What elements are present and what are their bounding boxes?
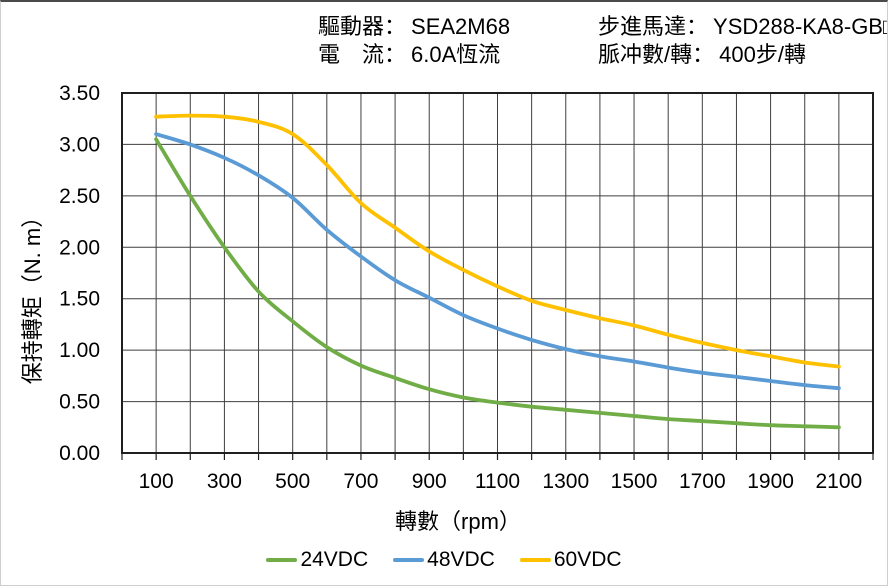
x-tick-label: 500 [275,470,310,493]
series-line-48vdc [154,132,841,391]
legend-swatch-60vdc [519,558,551,562]
y-tick-label: 3.50 [59,82,100,105]
header-column-left: 驅動器： SEA2M68 電 流： 6.0A恆流 [318,13,510,69]
plot-border [121,92,874,454]
legend-item-24vdc: 24VDC [266,548,368,572]
driver-row: 驅動器： SEA2M68 [318,13,510,41]
driver-value: SEA2M68 [411,14,511,39]
x-tick-label: 1100 [475,470,520,493]
x-tick-label: 900 [412,470,447,493]
driver-label: 驅動器： [318,14,407,39]
legend-item-48vdc: 48VDC [393,548,495,572]
legend-label-24vdc: 24VDC [300,548,369,571]
legend-label-48vdc: 48VDC [427,548,495,571]
motor-label: 步進馬達： [598,14,709,39]
x-tick-label: 1300 [542,470,589,493]
current-row: 電 流： 6.0A恆流 [318,41,510,69]
chart-legend: 24VDC 48VDC 60VDC [1,548,887,572]
legend-item-60vdc: 60VDC [519,548,622,572]
legend-swatch-24vdc [266,558,298,562]
legend-label-60vdc: 60VDC [553,548,622,571]
series-line-24vdc [154,137,841,430]
y-tick-label: 1.00 [59,339,100,362]
x-axis-title: 轉數（rpm） [395,509,521,534]
pulses-value: 400步/轉 [719,42,806,67]
motor-value: YSD288-KA8-GB□ [713,14,888,39]
y-tick-label: 0.50 [59,391,100,414]
x-tick-label: 1500 [611,470,658,493]
legend-swatch-48vdc [393,558,425,562]
series-line-60vdc [154,113,841,369]
x-tick-label: 1900 [747,470,794,493]
current-value: 6.0A恆流 [411,42,501,67]
x-tick-label: 100 [139,470,174,493]
motor-row: 步進馬達： YSD288-KA8-GB□ [598,13,888,41]
x-tick-label: 2100 [816,470,863,493]
y-tick-label: 1.50 [59,288,100,311]
y-axis-title: 保持轉矩（N. m） [20,206,45,384]
y-tick-label: 2.00 [59,236,100,259]
x-tick-label: 300 [207,470,242,493]
x-tick-label: 700 [343,470,378,493]
current-label: 電 流： [318,42,407,67]
y-tick-label: 0.00 [59,442,100,465]
pulses-row: 脈冲數/轉： 400步/轉 [598,41,887,69]
pulses-label: 脈冲數/轉： [598,42,715,67]
x-tick-label: 1700 [679,470,726,493]
y-tick-label: 3.00 [59,133,100,156]
header-column-right: 步進馬達： YSD288-KA8-GB□ 脈冲數/轉： 400步/轉 [598,13,888,69]
y-tick-label: 2.50 [59,185,100,208]
